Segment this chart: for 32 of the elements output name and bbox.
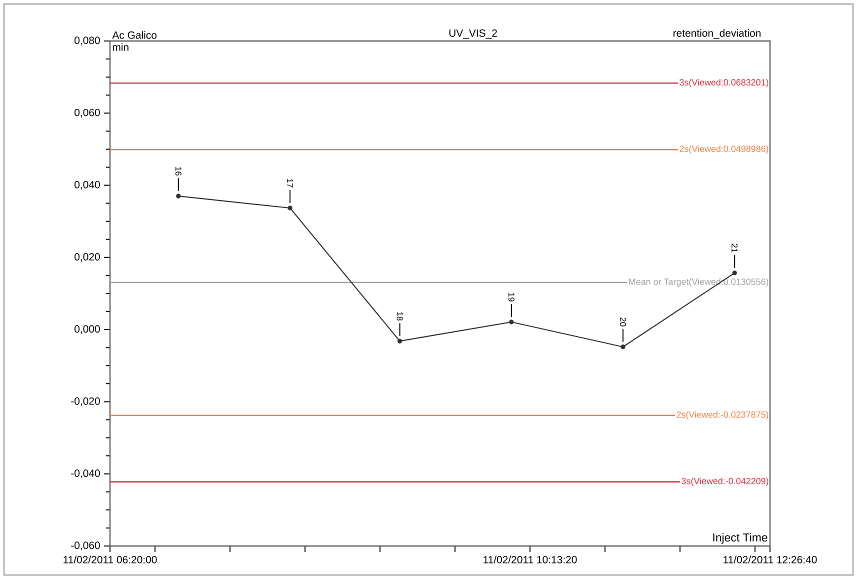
annotation: 19 (508, 293, 514, 302)
text: retention_deviation (674, 29, 761, 39)
chart-title: UV_VIS_2 (449, 29, 497, 39)
y-tick-label: -0,060 (71, 542, 100, 550)
x-tick-label: 11/02/2011 12:26:40 (724, 556, 817, 564)
point (397, 338, 402, 344)
annotation: 21 (732, 244, 738, 252)
y-tick-label: -0,040 (71, 470, 100, 478)
ref-line-label: 2s(Viewed:-0.0237875) (676, 411, 768, 420)
y-tick-label: 0,060 (74, 108, 100, 118)
y-tick-label: 0,040 (74, 180, 100, 190)
annotation: 20 (620, 318, 626, 326)
annotation: 16 (175, 167, 182, 176)
point (509, 320, 514, 324)
ref-line-label: 3s(Viewed:-0.042209) (682, 478, 768, 486)
annotation: 18 (396, 312, 403, 321)
text: Ac Galico (112, 31, 157, 39)
y-tick-label: 0,000 (74, 325, 100, 334)
ref-line-label: 3s(Viewed:0.0683201) (680, 78, 768, 88)
x-tick-label: 11/02/2011 10:13:20 (484, 556, 577, 564)
annotation: 17 (287, 179, 293, 188)
x-axis-title: Inject Time (713, 533, 768, 544)
point (176, 194, 181, 198)
point (288, 206, 292, 210)
x-tick-label: 11/02/2011 06:20:00 (64, 556, 157, 564)
y-tick-label: -0,020 (71, 397, 100, 406)
y-tick-label: 0,080 (74, 36, 100, 46)
point (732, 270, 737, 276)
y-tick-label: 0,020 (74, 253, 100, 262)
point (620, 344, 626, 350)
y-axis-title: min (112, 43, 128, 51)
ref-line-label: 2s(Viewed:0.0498986) (680, 145, 768, 154)
